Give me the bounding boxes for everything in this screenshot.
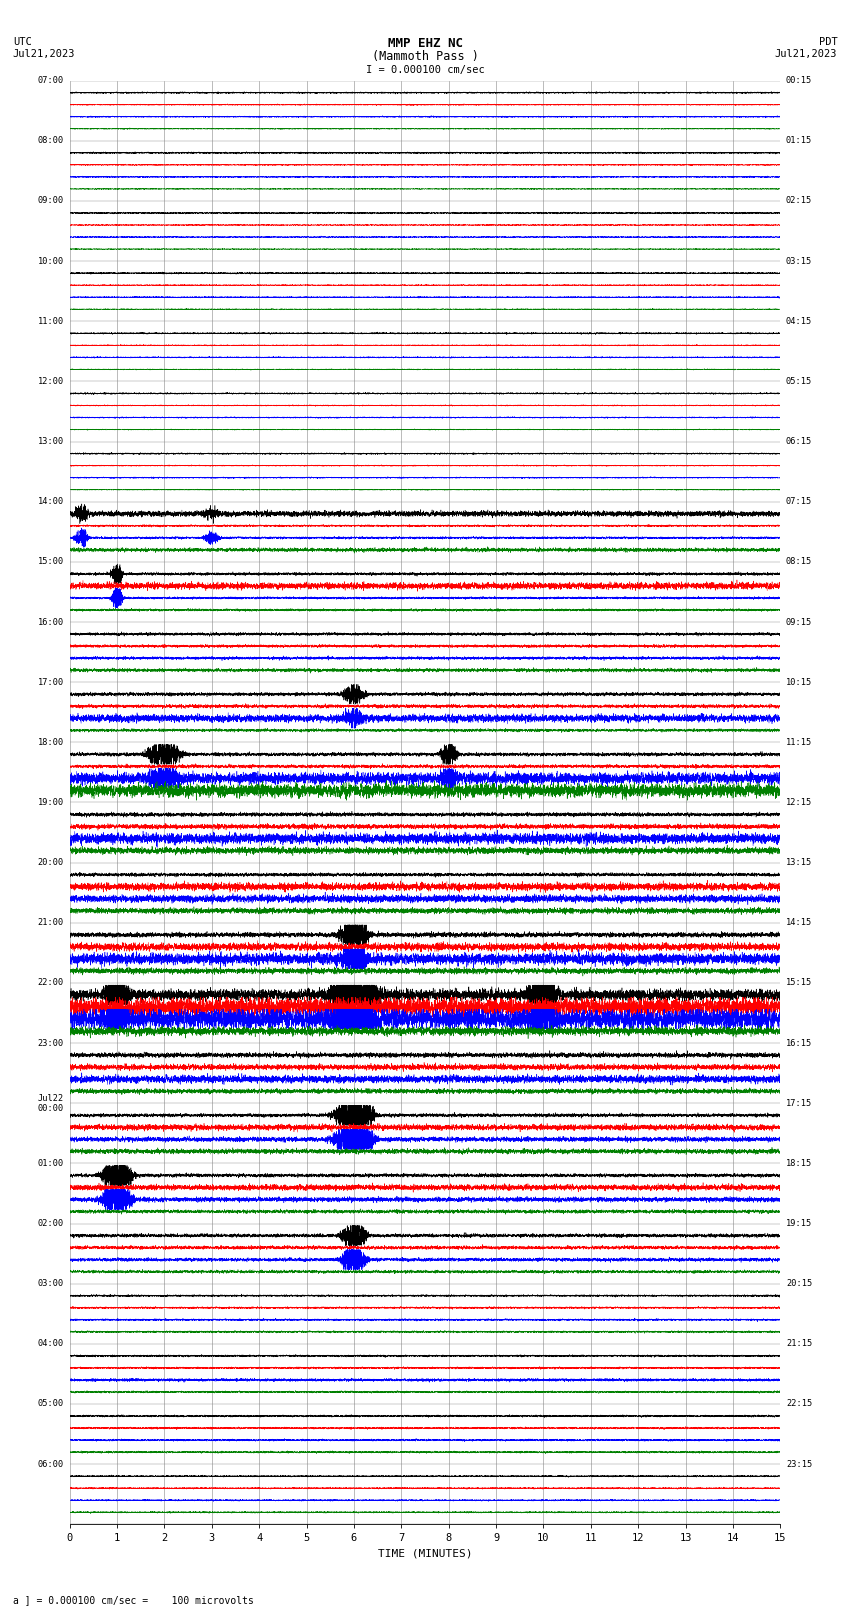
Text: 02:15: 02:15 (786, 197, 813, 205)
Text: 14:15: 14:15 (786, 918, 813, 927)
Text: a ] = 0.000100 cm/sec =    100 microvolts: a ] = 0.000100 cm/sec = 100 microvolts (13, 1595, 253, 1605)
Text: 11:15: 11:15 (786, 737, 813, 747)
Text: 09:00: 09:00 (37, 197, 64, 205)
Text: 03:00: 03:00 (37, 1279, 64, 1289)
Text: 13:15: 13:15 (786, 858, 813, 868)
Text: 04:15: 04:15 (786, 316, 813, 326)
Text: 16:00: 16:00 (37, 618, 64, 626)
Text: 22:00: 22:00 (37, 979, 64, 987)
Text: 06:15: 06:15 (786, 437, 813, 447)
Text: 07:00: 07:00 (37, 76, 64, 85)
Text: 23:15: 23:15 (786, 1460, 813, 1468)
Text: 06:00: 06:00 (37, 1460, 64, 1468)
Text: 23:00: 23:00 (37, 1039, 64, 1047)
Text: 17:00: 17:00 (37, 677, 64, 687)
Text: 01:00: 01:00 (37, 1158, 64, 1168)
Text: 21:00: 21:00 (37, 918, 64, 927)
Text: 17:15: 17:15 (786, 1098, 813, 1108)
Text: 01:15: 01:15 (786, 137, 813, 145)
Text: UTC
Jul21,2023: UTC Jul21,2023 (13, 37, 76, 58)
Text: 04:00: 04:00 (37, 1339, 64, 1348)
Text: 05:15: 05:15 (786, 377, 813, 386)
Text: 08:15: 08:15 (786, 558, 813, 566)
Text: 20:15: 20:15 (786, 1279, 813, 1289)
X-axis label: TIME (MINUTES): TIME (MINUTES) (377, 1548, 473, 1558)
Text: 15:00: 15:00 (37, 558, 64, 566)
Text: 20:00: 20:00 (37, 858, 64, 868)
Text: 07:15: 07:15 (786, 497, 813, 506)
Text: 08:00: 08:00 (37, 137, 64, 145)
Text: (Mammoth Pass ): (Mammoth Pass ) (371, 50, 479, 63)
Text: 10:15: 10:15 (786, 677, 813, 687)
Text: 21:15: 21:15 (786, 1339, 813, 1348)
Text: 22:15: 22:15 (786, 1400, 813, 1408)
Text: MMP EHZ NC: MMP EHZ NC (388, 37, 462, 50)
Text: 05:00: 05:00 (37, 1400, 64, 1408)
Text: 18:15: 18:15 (786, 1158, 813, 1168)
Text: 13:00: 13:00 (37, 437, 64, 447)
Text: 11:00: 11:00 (37, 316, 64, 326)
Text: 16:15: 16:15 (786, 1039, 813, 1047)
Text: 12:15: 12:15 (786, 798, 813, 806)
Text: 09:15: 09:15 (786, 618, 813, 626)
Text: 19:00: 19:00 (37, 798, 64, 806)
Text: 00:15: 00:15 (786, 76, 813, 85)
Text: 03:15: 03:15 (786, 256, 813, 266)
Text: PDT
Jul21,2023: PDT Jul21,2023 (774, 37, 837, 58)
Text: I = 0.000100 cm/sec: I = 0.000100 cm/sec (366, 65, 484, 74)
Text: 14:00: 14:00 (37, 497, 64, 506)
Text: Jul22
00:00: Jul22 00:00 (37, 1094, 64, 1113)
Text: 10:00: 10:00 (37, 256, 64, 266)
Text: 18:00: 18:00 (37, 737, 64, 747)
Text: 19:15: 19:15 (786, 1219, 813, 1227)
Text: 15:15: 15:15 (786, 979, 813, 987)
Text: 02:00: 02:00 (37, 1219, 64, 1227)
Text: 12:00: 12:00 (37, 377, 64, 386)
